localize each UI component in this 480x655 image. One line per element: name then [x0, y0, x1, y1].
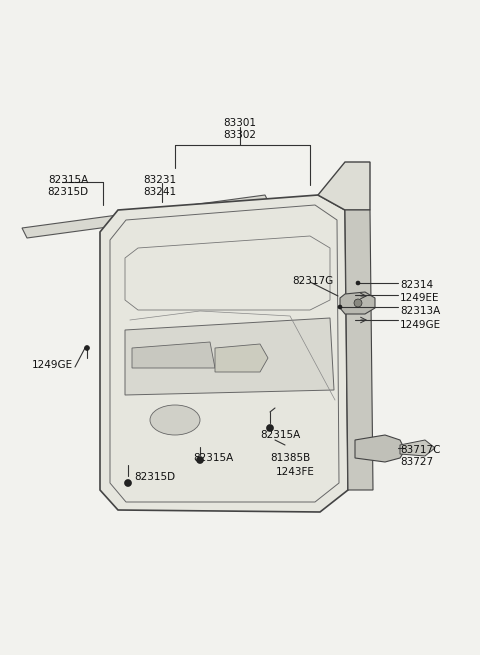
Polygon shape — [215, 344, 268, 372]
Polygon shape — [132, 342, 215, 368]
Circle shape — [356, 281, 360, 285]
Circle shape — [84, 345, 89, 350]
Text: 1249EE: 1249EE — [400, 293, 440, 303]
Circle shape — [354, 299, 362, 307]
Circle shape — [338, 305, 342, 309]
Polygon shape — [22, 195, 270, 238]
Ellipse shape — [150, 405, 200, 435]
Polygon shape — [125, 318, 334, 395]
Text: 81385B: 81385B — [270, 453, 310, 463]
Text: 82315A: 82315A — [193, 453, 233, 463]
Text: 82313A: 82313A — [400, 306, 440, 316]
Text: 1243FE: 1243FE — [276, 467, 314, 477]
Text: 82315D: 82315D — [134, 472, 176, 482]
Text: 82317G: 82317G — [292, 276, 334, 286]
Circle shape — [124, 479, 132, 487]
Polygon shape — [355, 435, 405, 462]
Polygon shape — [340, 292, 375, 314]
Text: 83301
83302: 83301 83302 — [224, 118, 256, 140]
Text: 1249GE: 1249GE — [31, 360, 72, 370]
Polygon shape — [100, 195, 348, 512]
Text: 82314: 82314 — [400, 280, 433, 290]
Polygon shape — [400, 440, 435, 456]
Polygon shape — [318, 162, 370, 210]
Text: 82315A: 82315A — [260, 430, 300, 440]
Text: 83231
83241: 83231 83241 — [144, 175, 177, 197]
Text: 83717C
83727: 83717C 83727 — [400, 445, 441, 468]
Text: 1249GE: 1249GE — [400, 320, 441, 330]
Circle shape — [196, 457, 204, 464]
Polygon shape — [345, 210, 373, 490]
Text: 82315A
82315D: 82315A 82315D — [48, 175, 89, 197]
Circle shape — [266, 424, 274, 432]
